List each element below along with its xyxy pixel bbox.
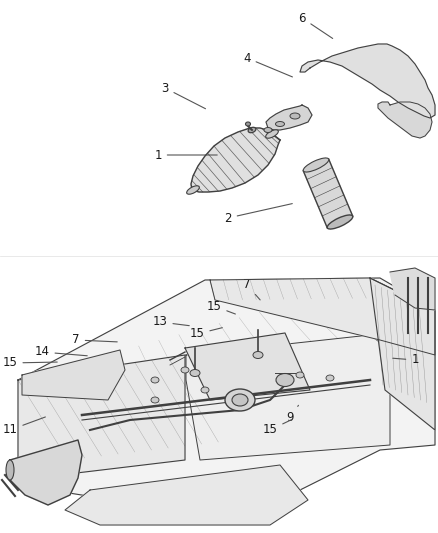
Text: 15: 15 (189, 327, 222, 341)
Text: 4: 4 (243, 52, 292, 77)
Ellipse shape (252, 351, 262, 359)
Ellipse shape (276, 374, 293, 386)
Ellipse shape (190, 369, 200, 376)
Ellipse shape (201, 387, 208, 393)
Ellipse shape (247, 127, 255, 133)
Ellipse shape (265, 130, 278, 138)
Text: 1: 1 (154, 149, 217, 161)
Ellipse shape (186, 186, 199, 194)
Ellipse shape (295, 372, 303, 378)
Polygon shape (186, 335, 389, 460)
Ellipse shape (275, 122, 284, 126)
Text: 14: 14 (35, 345, 87, 359)
Text: 9: 9 (286, 405, 298, 424)
Polygon shape (265, 105, 311, 130)
Polygon shape (191, 128, 279, 192)
Polygon shape (209, 278, 434, 355)
Ellipse shape (290, 113, 299, 119)
Text: 7: 7 (72, 334, 117, 346)
Polygon shape (22, 350, 125, 400)
Ellipse shape (231, 394, 247, 406)
Polygon shape (18, 355, 184, 480)
Ellipse shape (325, 375, 333, 381)
Text: 6: 6 (297, 12, 332, 38)
Polygon shape (389, 268, 434, 310)
Polygon shape (303, 159, 352, 228)
Ellipse shape (6, 460, 14, 480)
Ellipse shape (225, 389, 254, 411)
Polygon shape (65, 465, 307, 525)
Text: 2: 2 (224, 204, 292, 224)
Text: 1: 1 (392, 353, 418, 367)
Text: 7: 7 (243, 279, 260, 300)
Polygon shape (377, 102, 431, 138)
Polygon shape (299, 44, 434, 118)
Ellipse shape (151, 377, 159, 383)
Text: 11: 11 (3, 417, 45, 437)
Text: 3: 3 (161, 82, 205, 109)
Ellipse shape (180, 367, 189, 373)
Polygon shape (369, 278, 434, 430)
Ellipse shape (263, 127, 272, 133)
Polygon shape (18, 278, 434, 520)
Text: 15: 15 (262, 419, 292, 437)
Polygon shape (10, 440, 82, 505)
Text: 15: 15 (206, 300, 235, 314)
Ellipse shape (151, 397, 159, 403)
Text: 15: 15 (3, 357, 57, 369)
Ellipse shape (245, 122, 250, 126)
Polygon shape (184, 333, 309, 400)
Ellipse shape (326, 215, 352, 229)
Text: 13: 13 (152, 316, 189, 328)
Ellipse shape (303, 158, 328, 172)
